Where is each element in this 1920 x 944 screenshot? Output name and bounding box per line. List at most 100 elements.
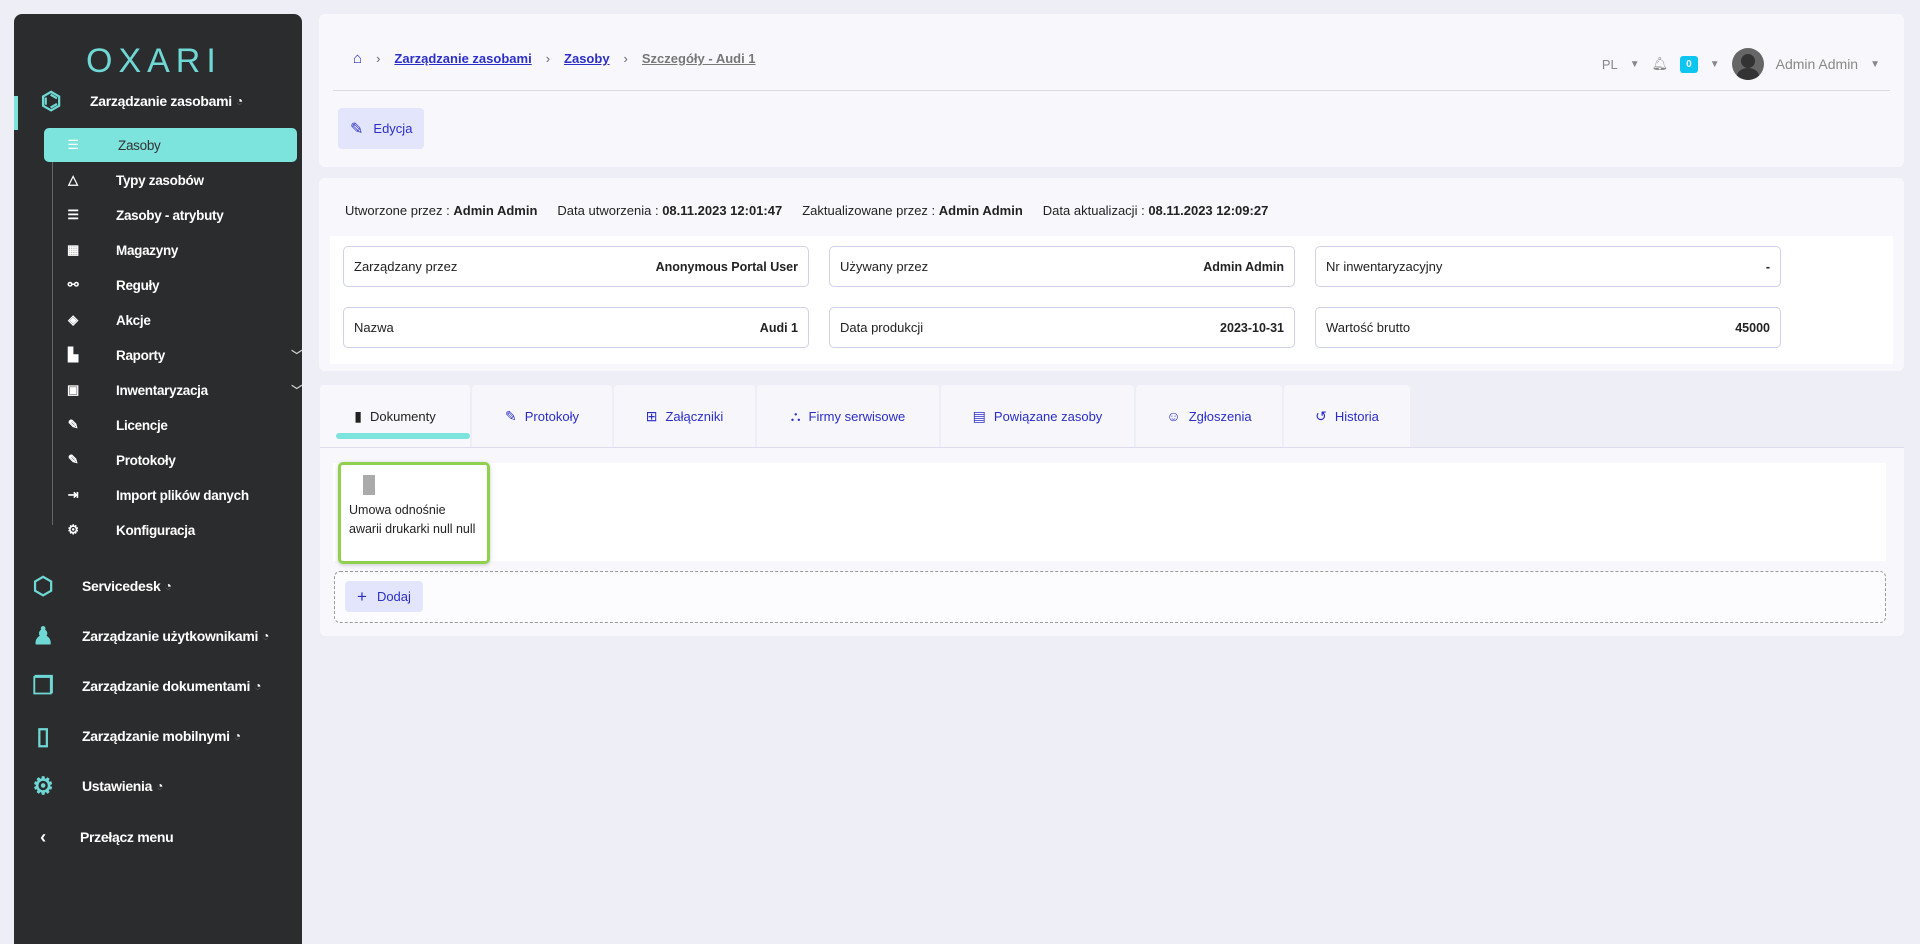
sidebar-item-akcje[interactable]: ◈ Akcje [54, 303, 310, 337]
label: Raporty [116, 347, 165, 363]
label: Import plików danych [116, 487, 249, 503]
tab-powiazane-zasoby[interactable]: ▤ Powiązane zasoby [941, 385, 1134, 447]
label: Typy zasobów [116, 172, 204, 188]
tab-dokumenty[interactable]: ▮ Dokumenty [320, 385, 470, 447]
sidebar-section-assets[interactable]: ⌬ Zarządzanie zasobami ◔ [34, 86, 243, 116]
label: Zasoby [118, 137, 161, 153]
tab-panel: Umowa odnośnie awarii drukarki null null… [320, 447, 1904, 636]
document-item[interactable]: Umowa odnośnie awarii drukarki null null [338, 462, 490, 564]
zip-file-icon [363, 475, 375, 495]
label: Licencje [116, 417, 168, 433]
label: Protokoły [116, 452, 176, 468]
active-tab-underline [336, 433, 470, 439]
divider [333, 90, 1890, 91]
sidebar-item-typy[interactable]: △ Typy zasobów [54, 163, 310, 197]
fields: Zarządzany przez Anonymous Portal User Uż… [330, 236, 1893, 364]
sidebar-item-reguly[interactable]: ⚯ Reguły [54, 268, 310, 302]
tab-historia[interactable]: ↺ Historia [1284, 385, 1410, 447]
target-icon: ◈ [68, 312, 78, 327]
notification-badge[interactable]: 0 [1680, 55, 1698, 73]
sidebar-section-users[interactable]: ♟ Zarządzanie użytkownikami ◔ [26, 621, 269, 651]
sidebar-item-atrybuty[interactable]: ☰ Zasoby - atrybuty [54, 198, 310, 232]
sidebar-section-servicedesk[interactable]: ⬡ Servicedesk ◔ [26, 571, 172, 601]
edit-button[interactable]: ✎ Edycja [338, 108, 425, 149]
documents-list [333, 463, 1886, 561]
gears-icon: ⚙ [67, 522, 79, 537]
shapes-icon: △ [68, 172, 78, 187]
label: Zasoby - atrybuty [116, 207, 224, 223]
sidebar-item-licencje[interactable]: ✎ Licencje [54, 408, 310, 442]
tab-zgloszenia[interactable]: ☺ Zgłoszenia [1136, 385, 1282, 447]
logo: OXARI [86, 42, 222, 80]
caret-down-icon: ▼ [1709, 58, 1720, 70]
field-managed-by: Zarządzany przez Anonymous Portal User [343, 246, 809, 287]
list-icon: ☰ [67, 207, 79, 222]
label: Akcje [116, 312, 151, 328]
add-dropzone[interactable]: + Dodaj [334, 571, 1886, 623]
sidebar-item-konfiguracja[interactable]: ⚙ Konfiguracja [54, 513, 310, 547]
flow-icon: ⚯ [67, 277, 79, 292]
label: Reguły [116, 277, 160, 293]
sign-icon: ✎ [67, 417, 79, 432]
field-inventory-number: Nr inwentaryzacyjny - [1315, 246, 1781, 287]
mobile-icon: ▯ [36, 722, 50, 750]
sidebar-item-inwentaryzacja[interactable]: ▣ Inwentaryzacja ﹀ [54, 373, 310, 407]
home-icon[interactable]: ⌂ [353, 50, 363, 67]
label: Servicedesk [82, 578, 161, 594]
bell-icon[interactable]: 🔔︎ [1651, 56, 1669, 71]
separator: › [545, 51, 551, 66]
attachment-icon: ⊞ [645, 407, 658, 424]
org-chart-icon: ⛬ [790, 407, 801, 424]
label: Magazyny [116, 242, 179, 258]
file-icon: ▮ [354, 407, 362, 424]
tab-protokoly[interactable]: ✎ Protokoły [472, 385, 612, 447]
sidebar-item-zasoby[interactable]: ☰ Zasoby [44, 128, 297, 162]
breadcrumb-assets[interactable]: Zasoby [564, 51, 610, 66]
language-select[interactable]: PL [1601, 56, 1618, 72]
chevron-down-icon: ﹀ [291, 350, 302, 362]
history-icon: ↺ [1315, 407, 1327, 424]
add-button[interactable]: + Dodaj [345, 581, 423, 612]
separator: › [376, 51, 381, 66]
field-used-by: Używany przez Admin Admin [829, 246, 1295, 287]
sidebar-item-raporty[interactable]: ▙ Raporty ﹀ [54, 338, 310, 372]
breadcrumb-assets-management[interactable]: Zarządzanie zasobami [394, 51, 532, 66]
breadcrumb: ⌂ › Zarządzanie zasobami › Zasoby › Szczegó… [353, 50, 756, 67]
info-card: Utworzone przez : Admin Admin Data utwor… [319, 178, 1904, 371]
chart-icon: ▙ [68, 347, 78, 362]
support-icon: ☺ [1166, 408, 1181, 424]
tree-line [52, 132, 53, 525]
sidebar-item-magazyny[interactable]: ▦ Magazyny [54, 233, 310, 267]
label: Zarządzanie dokumentami [82, 678, 251, 694]
settings-icon: ⚙ [32, 772, 54, 800]
label: Zarządzanie zasobami [90, 93, 232, 109]
field-production-date: Data produkcji 2023-10-31 [829, 307, 1295, 348]
tab-zalaczniki[interactable]: ⊞ Załączniki [614, 385, 755, 447]
label: Edycja [373, 121, 413, 136]
user-menu[interactable]: Admin Admin [1775, 56, 1859, 72]
chevron-down-icon: ﹀ [291, 385, 302, 397]
sidebar-section-documents[interactable]: ❐ Zarządzanie dokumentami ◔ [26, 671, 261, 701]
avatar[interactable] [1731, 48, 1764, 80]
caret-down-icon: ▼ [1870, 58, 1880, 70]
toggle-menu-button[interactable]: ‹ Przełącz menu [26, 822, 174, 852]
label: Inwentaryzacja [116, 382, 208, 398]
sidebar-section-mobile[interactable]: ▯ Zarządzanie mobilnymi ◔ [26, 721, 241, 751]
box-icon: ▣ [67, 382, 79, 397]
gauge-icon: ◔ [254, 679, 262, 693]
field-gross-value: Wartość brutto 45000 [1315, 307, 1781, 348]
building-icon: ▦ [67, 242, 79, 257]
sidebar-item-import[interactable]: ⇥ Import plików danych [54, 478, 310, 512]
separator: › [623, 51, 628, 66]
sidebar-section-settings[interactable]: ⚙ Ustawienia ◔ [26, 771, 163, 801]
sidebar-item-protokoly[interactable]: ✎ Protokoły [54, 443, 310, 477]
tab-firmy-serwisowe[interactable]: ⛬ Firmy serwisowe [757, 385, 939, 447]
headset-icon: ⬡ [32, 572, 54, 600]
sign-icon: ✎ [67, 452, 79, 467]
label: Ustawienia [82, 778, 153, 794]
sign-icon: ✎ [505, 407, 517, 424]
active-indicator [14, 96, 18, 130]
import-icon: ⇥ [67, 487, 79, 502]
gauge-icon: ◔ [233, 729, 241, 743]
document-name: Umowa odnośnie awarii drukarki null null [349, 503, 476, 536]
